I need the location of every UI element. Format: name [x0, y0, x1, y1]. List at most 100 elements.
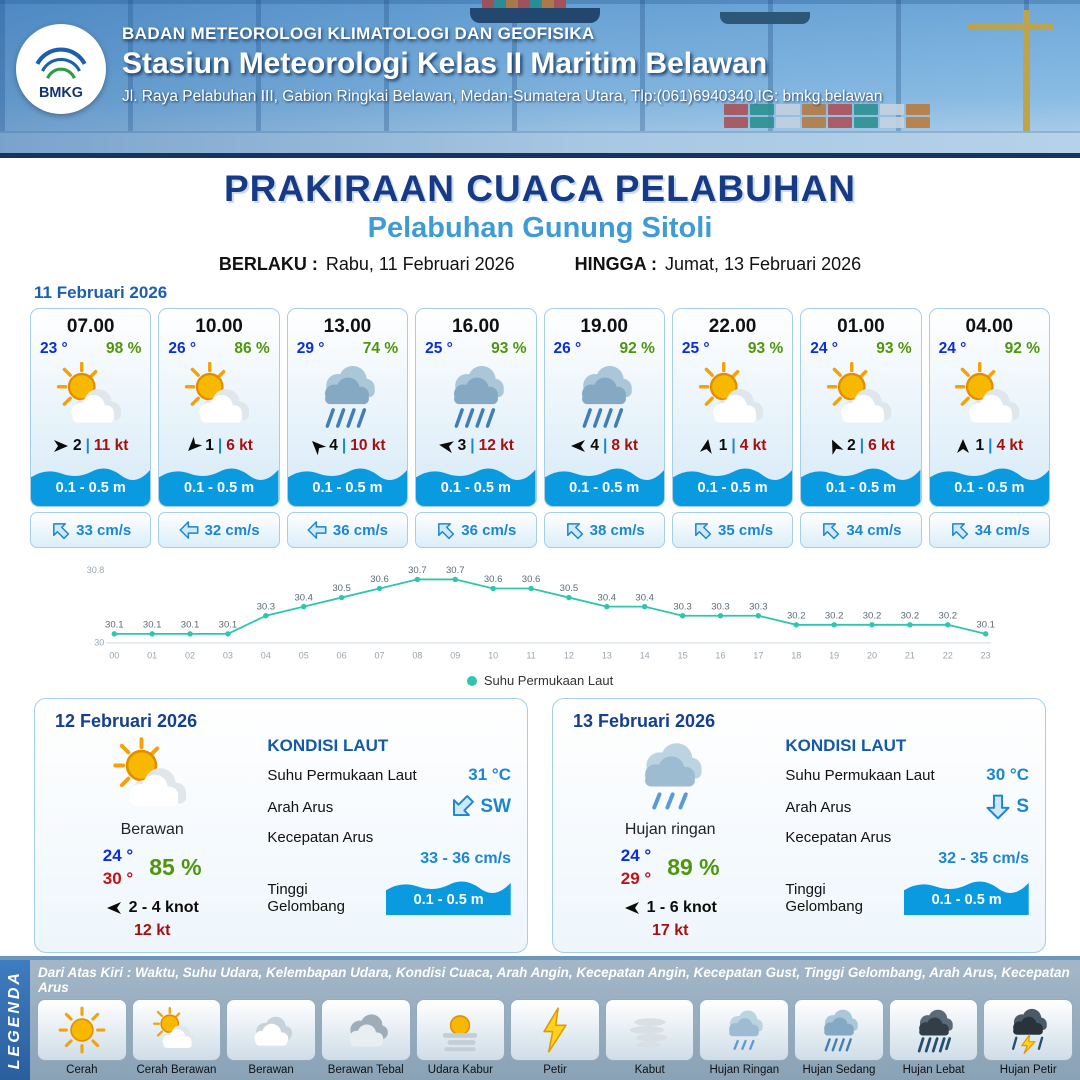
wave-height-value: 0.1 - 0.5 m [697, 480, 768, 496]
svg-text:30.6: 30.6 [370, 574, 389, 585]
svg-text:30.1: 30.1 [219, 620, 238, 631]
wind-gust-value: 4 kt [739, 437, 767, 454]
sst-line-chart: 30.83030.10030.10130.10230.10330.30430.4… [87, 565, 995, 660]
legend-weather-icon [415, 999, 506, 1061]
wave-shape [159, 468, 279, 506]
svg-text:30.5: 30.5 [560, 583, 579, 594]
svg-text:04: 04 [261, 650, 271, 660]
legend-item-label: Hujan Sedang [802, 1064, 876, 1076]
legend-weather-icon [131, 999, 222, 1061]
wave-height-band: 0.1 - 0.5 m [929, 462, 1049, 506]
wave-height-band: 0.1 - 0.5 m [31, 462, 151, 506]
forecast-card-body: 19.00 26 ° 92 % 4 | 8 kt 0.1 - 0.5 m [543, 308, 665, 507]
forecast-card-body: 13.00 29 ° 74 % 4 | 10 kt 0.1 - 0.5 m [286, 308, 409, 507]
valid-from: BERLAKU : Rabu, 11 Februari 2026 [219, 254, 515, 275]
wave-height-row: Tinggi Gelombang 0.1 - 0.5 m [785, 877, 1029, 915]
legend-item-label: Hujan Ringan [709, 1064, 780, 1076]
crane-illustration [968, 10, 1054, 134]
sst-value: 31 °C [468, 765, 511, 784]
time-label: 13.00 [323, 316, 372, 337]
legend-item-label: Cerah Berawan [136, 1064, 217, 1076]
wave-shape [31, 468, 151, 506]
daily-panel-body: Berawan 24 ° 30 ° 85 % 2 - 4 knot 12 kt … [51, 734, 511, 940]
svg-text:30.4: 30.4 [598, 592, 617, 603]
weather-icon [31, 358, 150, 434]
svg-text:30.2: 30.2 [901, 610, 920, 621]
wave-height-label: Tinggi Gelombang [785, 881, 863, 915]
wave-height-value: 0.1 - 0.5 m [55, 480, 126, 496]
legend-weather-icon [983, 999, 1074, 1061]
forecast-card: 01.00 24 ° 93 % 2 | 6 kt 0.1 - 0.5 m 34 … [800, 308, 922, 548]
daily-weather-icon [628, 734, 712, 823]
wave-height-band: 0.1 - 0.5 m [801, 462, 921, 506]
legend-item: Hujan Ringan [699, 999, 790, 1076]
svg-text:30.5: 30.5 [332, 583, 351, 594]
svg-text:14: 14 [640, 650, 650, 660]
daily-forecast-row: 12 Februari 2026 Berawan 24 ° 30 ° 85 % … [0, 698, 1080, 953]
sea-conditions-title: KONDISI LAUT [785, 736, 907, 755]
humidity-value: 86 % [234, 340, 270, 357]
svg-text:30.8: 30.8 [87, 565, 105, 575]
svg-text:00: 00 [109, 650, 119, 660]
header-overlay [0, 0, 1080, 158]
current-direction-label: Arah Arus [785, 798, 852, 816]
legend-item: Hujan Sedang [794, 999, 884, 1076]
daily-wind-row: 2 - 4 knot [106, 899, 199, 917]
wind-gust-value: 12 kt [478, 437, 514, 454]
wave-height-badge: 0.1 - 0.5 m [386, 877, 511, 915]
daily-wind-range: 2 - 4 knot [128, 898, 199, 916]
wind-direction-icon [438, 441, 454, 454]
temperature-value: 24 ° [810, 340, 838, 357]
legend-item: Petir [510, 999, 600, 1076]
current-direction-icon [438, 523, 455, 540]
wave-shape [929, 468, 1049, 506]
current-direction-icon [307, 521, 327, 539]
legend-items: Cerah Cerah Berawan Berawan Berawan Teba… [30, 997, 1080, 1078]
legend-weather-icon [794, 999, 884, 1061]
wind-direction-icon [106, 901, 121, 914]
wave-height-band: 0.1 - 0.5 m [159, 462, 279, 506]
current-direction-value: S [985, 794, 1029, 820]
wave-height-band: 0.1 - 0.5 m [416, 462, 536, 506]
current-speed-value: 33 cm/s [76, 521, 132, 539]
bmkg-logo-icon: BMKG [35, 47, 87, 101]
current-direction-icon [179, 521, 199, 539]
svg-text:30.1: 30.1 [976, 620, 995, 631]
humidity-value: 93 % [491, 340, 527, 357]
legend-weather-icon [226, 999, 316, 1061]
humidity-value: 92 % [619, 340, 655, 357]
forecast-card-body: 22.00 25 ° 93 % 1 | 4 kt 0.1 - 0.5 m [671, 308, 794, 507]
forecast-card: 22.00 25 ° 93 % 1 | 4 kt 0.1 - 0.5 m 35 … [671, 308, 794, 548]
legend-item-label: Berawan [248, 1064, 294, 1076]
temp-max-value: 30 ° [102, 868, 134, 888]
wind-direction-icon [53, 440, 68, 452]
svg-text:30.7: 30.7 [446, 565, 465, 576]
wind-gust-value: 8 kt [611, 437, 639, 454]
daily-gust-value: 17 kt [651, 921, 689, 939]
wave-shape [544, 468, 664, 506]
wind-separator: | [859, 437, 865, 454]
container-stack-illustration [724, 104, 930, 128]
legend-weather-icon [699, 999, 790, 1061]
humidity-value: 93 % [876, 340, 912, 357]
svg-text:21: 21 [905, 650, 915, 660]
current-direction-row: Arah Arus S [785, 794, 1029, 820]
svg-text:16: 16 [715, 650, 725, 660]
time-label: 19.00 [580, 316, 628, 337]
wave-height-row: Tinggi Gelombang 0.1 - 0.5 m [267, 877, 511, 915]
time-label: 10.00 [195, 316, 243, 337]
daily-date: 13 Februari 2026 [573, 711, 716, 731]
temp-humidity-row: 24 ° 92 % [930, 338, 1049, 358]
svg-text:30.1: 30.1 [105, 620, 124, 631]
temperature-value: 26 ° [553, 340, 582, 357]
daily-temps: 24 ° 29 ° [621, 845, 651, 891]
wind-separator: | [217, 437, 223, 454]
agency-name: BADAN METEOROLOGI KLIMATOLOGI DAN GEOFIS… [122, 24, 595, 43]
wind-direction-icon [571, 440, 586, 452]
svg-text:08: 08 [412, 650, 422, 660]
wave-height-value: 0.1 - 0.5 m [413, 892, 484, 908]
wind-row: 2 | 6 kt [801, 434, 920, 458]
wind-separator: | [341, 437, 347, 454]
legend-item-label: Petir [543, 1064, 567, 1076]
